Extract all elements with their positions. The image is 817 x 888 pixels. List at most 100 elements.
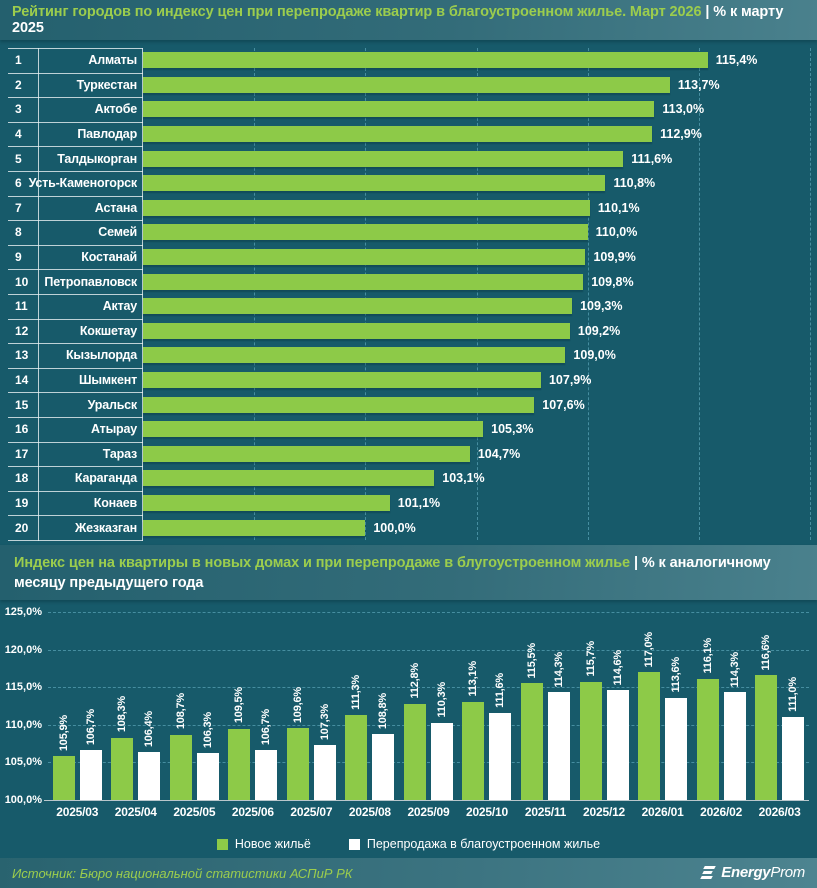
bar-wrapper: 111,6% bbox=[489, 612, 511, 800]
value-bar bbox=[143, 347, 565, 363]
value-label: 117,0% bbox=[643, 632, 655, 668]
rank-number: 19 bbox=[0, 496, 38, 510]
city-name: Талдыкорган bbox=[38, 152, 143, 166]
value-bar bbox=[724, 692, 746, 800]
table-border-rank bbox=[38, 48, 39, 541]
value-bar bbox=[170, 735, 192, 800]
bar-area: 113,0% bbox=[143, 97, 810, 122]
table-row: 7Астана 110,1% bbox=[0, 196, 817, 221]
logo-text-light: Prom bbox=[770, 864, 805, 881]
value-bar bbox=[53, 756, 75, 800]
value-label: 109,3% bbox=[580, 299, 622, 313]
value-label: 110,3% bbox=[436, 682, 448, 718]
value-bar bbox=[314, 745, 336, 800]
rank-number: 3 bbox=[0, 102, 38, 116]
value-label: 105,9% bbox=[58, 715, 70, 751]
bar-wrapper: 109,5% bbox=[228, 612, 250, 800]
city-name: Караганда bbox=[38, 471, 143, 485]
table-border-bottom bbox=[8, 540, 143, 541]
value-label: 110,0% bbox=[596, 225, 638, 239]
bar-group: 105,9% 106,7% bbox=[48, 612, 107, 800]
legend-swatch-resale bbox=[349, 839, 360, 850]
table-row: 11Актау109,3% bbox=[0, 294, 817, 319]
x-tick-label: 2025/10 bbox=[458, 805, 517, 819]
city-name: Усть-Каменогорск bbox=[29, 176, 143, 190]
value-bar bbox=[143, 101, 654, 117]
bar-area: 113,7% bbox=[143, 73, 810, 98]
x-tick-label: 2025/03 bbox=[48, 805, 107, 819]
bar-area: 101,1% bbox=[143, 491, 810, 516]
value-label: 110,8% bbox=[613, 176, 655, 190]
value-bar bbox=[665, 698, 687, 800]
city-name: Актобе bbox=[38, 102, 143, 116]
rank-number: 16 bbox=[0, 422, 38, 436]
value-label: 107,6% bbox=[542, 398, 584, 412]
value-bar bbox=[548, 692, 570, 800]
rank-number: 13 bbox=[0, 348, 38, 362]
row-label: 9Костанай bbox=[0, 245, 143, 270]
bar-area: 111,6% bbox=[143, 146, 810, 171]
value-bar bbox=[143, 298, 572, 314]
bar-wrapper: 106,7% bbox=[80, 612, 102, 800]
value-bar bbox=[489, 713, 511, 800]
x-tick-label: 2025/08 bbox=[341, 805, 400, 819]
table-row: 4Павлодар112,9% bbox=[0, 122, 817, 147]
value-bar bbox=[228, 729, 250, 800]
bar-area: 107,6% bbox=[143, 392, 810, 417]
value-label: 112,8% bbox=[409, 663, 421, 699]
table-row: 9Костанай109,9% bbox=[0, 245, 817, 270]
value-bar bbox=[697, 679, 719, 800]
value-label: 113,0% bbox=[662, 102, 704, 116]
bar-group: 111,3%108,8% bbox=[341, 612, 400, 800]
section2-title: Индекс цен на квартиры в новых домах и п… bbox=[0, 545, 817, 600]
x-tick-label: 2025/05 bbox=[165, 805, 224, 819]
rank-number: 11 bbox=[0, 299, 38, 313]
bar-wrapper: 106,3% bbox=[197, 612, 219, 800]
row-label: 5Талдыкорган bbox=[0, 146, 143, 171]
value-bar bbox=[143, 520, 365, 536]
value-label: 106,4% bbox=[143, 711, 155, 747]
page-title-main: Рейтинг городов по индексу цен при переп… bbox=[12, 4, 701, 20]
rank-number: 7 bbox=[0, 201, 38, 215]
bar-wrapper: 116,6% bbox=[755, 612, 777, 800]
bar-area: 100,0% bbox=[143, 515, 810, 540]
bar-wrapper: 117,0% bbox=[638, 612, 660, 800]
value-bar bbox=[345, 715, 367, 800]
city-name: Атырау bbox=[38, 422, 143, 436]
value-label: 113,7% bbox=[678, 78, 720, 92]
value-label: 113,1% bbox=[467, 661, 479, 697]
value-bar bbox=[143, 126, 652, 142]
x-tick-label: 2025/04 bbox=[107, 805, 166, 819]
row-label: 7Астана bbox=[0, 196, 143, 221]
x-tick-label: 2026/01 bbox=[633, 805, 692, 819]
value-label: 110,1% bbox=[598, 201, 640, 215]
rank-number: 4 bbox=[0, 127, 38, 141]
table-row: 2Туркестан113,7% bbox=[0, 73, 817, 98]
legend: Новое жильё Перепродажа в благоустроенно… bbox=[0, 837, 817, 851]
value-label: 116,6% bbox=[760, 635, 772, 671]
x-tick-label: 2025/09 bbox=[399, 805, 458, 819]
rank-number: 9 bbox=[0, 250, 38, 264]
bar-group: 109,6%107,3% bbox=[282, 612, 341, 800]
value-label: 111,3% bbox=[350, 675, 362, 710]
city-name: Конаев bbox=[38, 496, 143, 510]
city-name: Кокшетау bbox=[38, 324, 143, 338]
rank-number: 18 bbox=[0, 471, 38, 485]
bar-area: 109,3% bbox=[143, 294, 810, 319]
city-name: Жезказган bbox=[38, 521, 143, 535]
logo-text-bold: Energy bbox=[721, 864, 770, 881]
value-label: 105,3% bbox=[491, 422, 533, 436]
value-bar bbox=[287, 728, 309, 800]
footer: Источник: Бюро национальной статистики А… bbox=[0, 858, 817, 888]
row-label: 20Жезказган bbox=[0, 515, 143, 540]
row-label: 17Тараз bbox=[0, 442, 143, 467]
x-tick-label: 2026/02 bbox=[692, 805, 751, 819]
source-note: Источник: Бюро национальной статистики А… bbox=[12, 866, 352, 881]
bar-area: 109,9% bbox=[143, 245, 810, 270]
row-label: 1Алматы bbox=[0, 48, 143, 73]
bar-area: 109,2% bbox=[143, 319, 810, 344]
value-bar bbox=[143, 397, 534, 413]
value-label: 113,6% bbox=[670, 657, 682, 693]
rank-number: 10 bbox=[0, 275, 38, 289]
value-label: 107,9% bbox=[549, 373, 591, 387]
